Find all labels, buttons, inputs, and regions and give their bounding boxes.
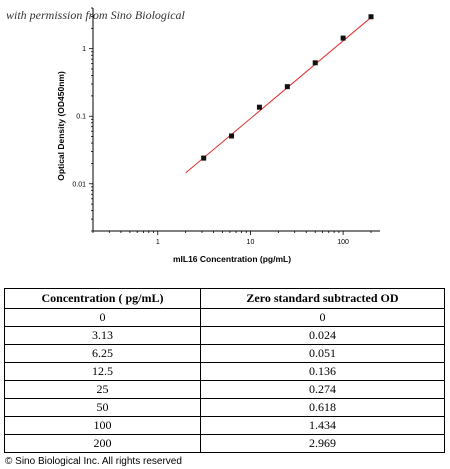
table-row: 25 0.274	[4, 380, 446, 399]
table-row: 3.13 0.024	[4, 326, 446, 345]
table-row: 200 2.969	[4, 434, 446, 453]
table-row: 6.25 0.051	[4, 344, 446, 363]
y-axis-label: Optical Density (OD450nm)	[56, 71, 66, 181]
copyright-notice: © Sino Biological Inc. All rights reserv…	[5, 456, 182, 467]
cell-concentration: 3.13	[4, 326, 201, 345]
header-concentration: Concentration ( pg/mL)	[4, 288, 201, 309]
table-row: 12.5 0.136	[4, 362, 446, 381]
fit-line	[185, 17, 372, 174]
cell-od: 0	[199, 308, 446, 327]
od-standard-curve-chart: 1 10 100 0.01 0.1 1 mIL16 Concentration (pg/m…	[56, 7, 380, 264]
cell-concentration: 200	[4, 434, 201, 453]
cell-od: 0.618	[199, 398, 446, 417]
data-point	[312, 60, 318, 66]
cell-concentration: 100	[4, 416, 201, 435]
points-layer	[201, 14, 374, 161]
cell-concentration: 6.25	[4, 344, 201, 363]
cell-od: 2.969	[199, 434, 446, 453]
y-tick-label: 0.1	[76, 114, 86, 121]
x-tick-label: 100	[337, 239, 349, 246]
header-od: Zero standard subtracted OD	[199, 288, 446, 309]
data-point	[201, 155, 207, 161]
ticks: 1 10 100 0.01 0.1 1	[72, 7, 372, 246]
od-data-table: Concentration ( pg/mL) Zero standard sub…	[4, 288, 446, 453]
x-tick-label: 10	[247, 239, 255, 246]
table-row: 0 0	[4, 308, 446, 327]
x-axis-label: mIL16 Concentration (pg/mL)	[173, 254, 291, 264]
y-tick-label: 1	[82, 46, 86, 53]
y-tick-label: 0.01	[72, 181, 86, 188]
table-row: 50 0.618	[4, 398, 446, 417]
cell-concentration: 50	[4, 398, 201, 417]
table-header-row: Concentration ( pg/mL) Zero standard sub…	[4, 288, 446, 309]
data-point	[256, 104, 262, 110]
cell-od: 0.051	[199, 344, 446, 363]
cell-od: 1.434	[199, 416, 446, 435]
data-point	[229, 133, 235, 139]
cell-od: 0.274	[199, 380, 446, 399]
x-tick-label: 1	[156, 239, 160, 246]
permission-watermark: with permission from Sino Biological	[6, 8, 185, 22]
data-point	[340, 35, 346, 41]
cell-concentration: 12.5	[4, 362, 201, 381]
fit-line-layer	[185, 17, 372, 174]
cell-od: 0.136	[199, 362, 446, 381]
axes	[92, 8, 380, 232]
data-point	[368, 14, 374, 20]
cell-concentration: 0	[4, 308, 201, 327]
table-row: 100 1.434	[4, 416, 446, 435]
cell-concentration: 25	[4, 380, 201, 399]
cell-od: 0.024	[199, 326, 446, 345]
data-point	[284, 84, 290, 90]
